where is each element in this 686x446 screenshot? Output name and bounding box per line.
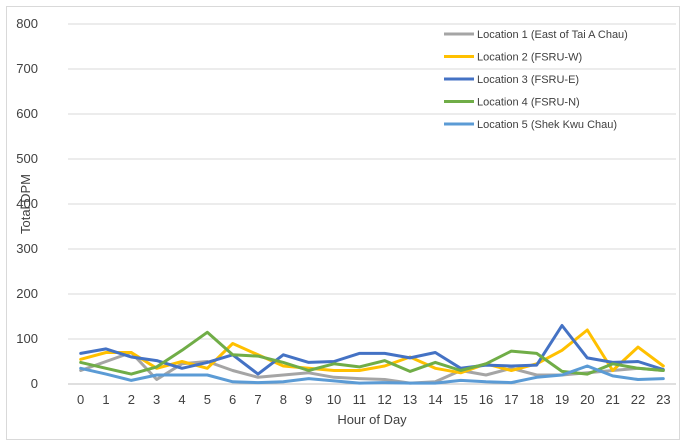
x-tick-label: 12 bbox=[377, 392, 391, 407]
x-tick-label: 11 bbox=[353, 392, 367, 407]
y-axis-title: Total DPM bbox=[18, 174, 33, 234]
x-tick-label: 14 bbox=[428, 392, 442, 407]
series-line-3 bbox=[79, 324, 665, 376]
y-tick-label: 300 bbox=[16, 241, 38, 256]
legend-label: Location 4 (FSRU-N) bbox=[477, 97, 580, 109]
y-tick-label: 400 bbox=[16, 196, 38, 211]
series-lines bbox=[79, 324, 665, 385]
x-tick-label: 1 bbox=[102, 392, 109, 407]
x-tick-label: 4 bbox=[178, 392, 185, 407]
y-tick-label: 500 bbox=[16, 151, 38, 166]
legend: Location 1 (East of Tai A Chau) Location … bbox=[444, 29, 628, 131]
y-tick-label: 600 bbox=[16, 106, 38, 121]
legend-label: Location 5 (Shek Kwu Chau) bbox=[477, 119, 617, 131]
series-line-2 bbox=[79, 328, 665, 375]
y-tick-label: 200 bbox=[16, 286, 38, 301]
series-line-5 bbox=[79, 364, 665, 385]
x-tick-label: 8 bbox=[280, 392, 287, 407]
x-tick-label: 16 bbox=[479, 392, 493, 407]
x-tick-label: 20 bbox=[580, 392, 594, 407]
x-tick-label: 10 bbox=[327, 392, 341, 407]
x-tick-label: 6 bbox=[229, 392, 236, 407]
x-tick-label: 23 bbox=[656, 392, 670, 407]
x-tick-label: 22 bbox=[631, 392, 645, 407]
x-tick-labels: 0 1 2 3 4 5 6 7 8 9 10 11 12 13 14 15 16 17 18 19 20 21 22 23 bbox=[77, 392, 671, 407]
y-tick-label: 0 bbox=[31, 376, 38, 391]
x-tick-label: 9 bbox=[305, 392, 312, 407]
chart-frame bbox=[6, 6, 680, 440]
x-tick-label: 19 bbox=[555, 392, 569, 407]
series-line-4 bbox=[79, 330, 665, 376]
legend-label: Location 2 (FSRU-W) bbox=[477, 52, 582, 64]
legend-label: Location 3 (FSRU-E) bbox=[477, 74, 579, 86]
x-tick-label: 7 bbox=[254, 392, 261, 407]
x-tick-label: 3 bbox=[153, 392, 160, 407]
x-tick-label: 0 bbox=[77, 392, 84, 407]
x-tick-label: 2 bbox=[128, 392, 135, 407]
gridlines bbox=[68, 23, 676, 385]
x-tick-label: 21 bbox=[605, 392, 619, 407]
legend-label: Location 1 (East of Tai A Chau) bbox=[477, 29, 628, 41]
x-axis-title: Hour of Day bbox=[337, 412, 407, 427]
x-tick-label: 5 bbox=[204, 392, 211, 407]
x-tick-label: 15 bbox=[453, 392, 467, 407]
y-tick-labels: 0 100 200 300 400 500 600 700 800 bbox=[16, 16, 38, 391]
y-tick-label: 100 bbox=[16, 331, 38, 346]
x-tick-label: 18 bbox=[529, 392, 543, 407]
y-tick-label: 700 bbox=[16, 61, 38, 76]
y-tick-label: 800 bbox=[16, 16, 38, 31]
x-tick-label: 13 bbox=[403, 392, 417, 407]
x-tick-label: 17 bbox=[504, 392, 518, 407]
